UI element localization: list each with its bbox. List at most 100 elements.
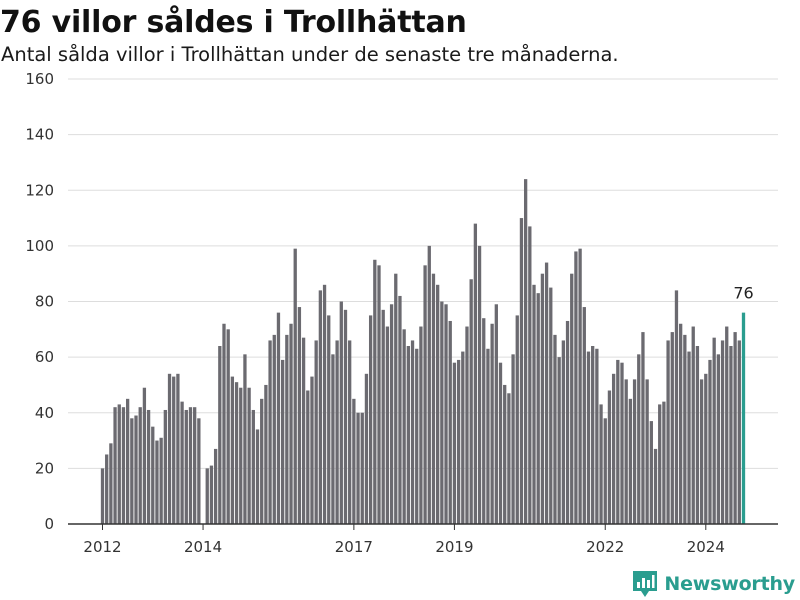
bar <box>628 398 633 524</box>
bar <box>670 332 674 524</box>
bar <box>456 359 461 524</box>
bar <box>553 334 557 525</box>
bar <box>523 179 528 525</box>
bar <box>389 304 394 524</box>
bar <box>398 295 402 524</box>
bars <box>100 179 746 525</box>
bar <box>209 465 214 524</box>
bar <box>117 404 121 524</box>
bar <box>155 440 159 524</box>
bar <box>662 401 666 525</box>
bar <box>725 326 729 524</box>
bar <box>381 309 385 524</box>
bar <box>373 259 377 524</box>
y-tick-label: 40 <box>35 404 54 422</box>
bar <box>402 329 406 524</box>
bar <box>226 329 230 524</box>
latest-value-label: 76 <box>733 284 753 303</box>
bar <box>561 340 565 524</box>
bar <box>377 265 381 524</box>
bar <box>138 407 142 524</box>
bar <box>498 362 503 524</box>
bar <box>176 373 180 524</box>
annotations: 76 <box>733 284 753 303</box>
bar <box>260 398 264 524</box>
y-tick-label: 0 <box>44 515 54 533</box>
bar <box>423 265 427 524</box>
newsworthy-logo-icon <box>633 571 658 597</box>
bar <box>540 273 545 524</box>
bar <box>247 387 251 524</box>
y-tick-label: 160 <box>25 70 54 88</box>
x-tick-label: 2017 <box>335 538 373 556</box>
bar <box>637 354 641 524</box>
bar <box>130 418 134 524</box>
x-axis-labels: 2012 2014 2017 2019 2022 2024 <box>83 524 725 556</box>
bar <box>461 351 465 524</box>
bar <box>645 379 649 525</box>
bar <box>109 443 113 524</box>
bar <box>272 334 276 525</box>
bar <box>691 326 695 524</box>
bar <box>699 379 704 525</box>
bar <box>419 326 423 524</box>
bar <box>658 404 662 524</box>
bar <box>343 309 348 524</box>
bar <box>465 326 469 524</box>
bar <box>239 387 243 524</box>
bar <box>297 307 302 524</box>
bar <box>243 354 247 524</box>
bar <box>167 373 172 524</box>
bar <box>335 340 339 524</box>
bar <box>695 346 700 524</box>
bar <box>486 348 490 524</box>
bar <box>184 409 188 524</box>
bar <box>222 323 226 524</box>
bar <box>364 373 369 524</box>
bar <box>314 340 318 524</box>
bar <box>452 362 457 524</box>
bar <box>687 351 691 524</box>
y-tick-label: 120 <box>25 181 54 199</box>
bar <box>704 373 708 524</box>
chart-title: 76 villor såldes i Trollhättan <box>0 5 467 40</box>
bar <box>620 362 624 524</box>
bar <box>708 359 712 524</box>
bar <box>578 248 582 524</box>
bar <box>565 320 570 524</box>
bar <box>490 323 494 524</box>
bar <box>188 407 193 524</box>
bar <box>356 412 360 524</box>
bar <box>306 390 310 524</box>
bar <box>146 409 151 524</box>
bar <box>394 273 398 524</box>
x-tick-label: 2019 <box>435 538 473 556</box>
bar <box>289 323 293 524</box>
bar <box>348 340 352 524</box>
bar <box>159 437 163 524</box>
chart-subtitle: Antal sålda villor i Trollhättan under d… <box>1 43 619 66</box>
bar <box>469 279 473 524</box>
bar <box>616 359 620 524</box>
bar <box>427 245 431 525</box>
bar <box>674 290 679 525</box>
bar <box>105 454 109 524</box>
bar <box>549 287 553 524</box>
bar <box>218 346 222 524</box>
bar <box>301 337 306 524</box>
bar <box>352 398 356 524</box>
bar <box>121 407 126 524</box>
bar <box>285 334 289 525</box>
y-tick-label: 60 <box>35 348 54 366</box>
y-tick-label: 80 <box>35 293 54 311</box>
bar <box>310 376 314 524</box>
bar <box>683 334 687 525</box>
bar <box>339 301 343 524</box>
bar <box>281 359 285 524</box>
bar <box>666 340 670 524</box>
bar <box>507 393 511 524</box>
bar <box>125 398 130 524</box>
bar-latest <box>741 312 746 525</box>
bar <box>591 346 595 524</box>
bar <box>511 354 515 524</box>
